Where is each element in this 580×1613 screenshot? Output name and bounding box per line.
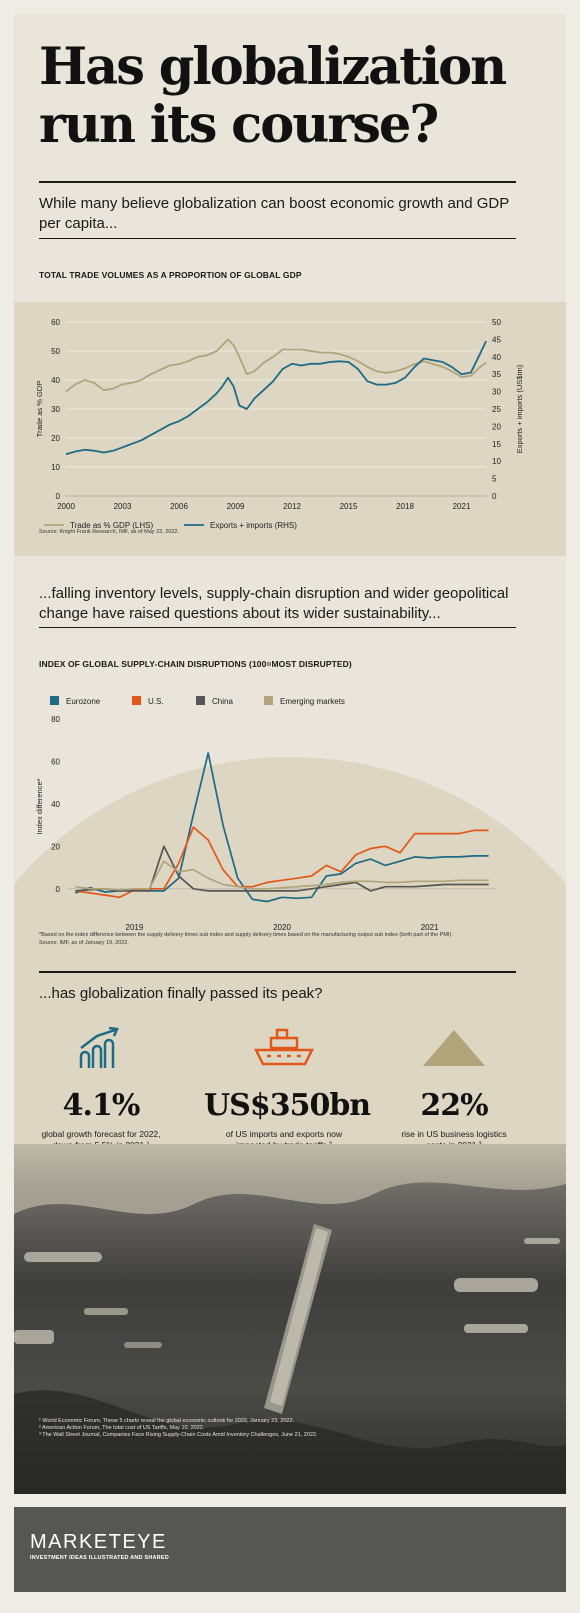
footnote: ³ The Wall Street Journal, Companies Fac… [39,1432,519,1439]
infographic-card: Has globalization run its course? While … [14,14,566,1494]
series-line-u-s- [75,827,488,897]
triangle-icon [421,1026,487,1070]
y-axis-label: Index difference* [35,778,44,834]
legend-label: U.S. [148,697,164,706]
aerial-ship-photo [14,1144,566,1494]
x-tick-label: 2021 [421,923,439,932]
stat-caption-line: of US imports and exports now [204,1129,364,1140]
stat-value: US$350bn [204,1088,364,1123]
divider [39,971,516,973]
chart2-footnote: *Based on the index difference between t… [39,932,453,938]
chart2-source: Source: IMF, as of January 19, 2022. [39,940,129,946]
stat-growth: 4.1% global growth forecast for 2022, do… [26,1026,176,1151]
legend-swatch [264,696,273,705]
legend-swatch [50,696,59,705]
supply-chain-text: ...falling inventory levels, supply-chai… [39,584,517,624]
stat-tariffs: US$350bn of US imports and exports now i… [204,1026,364,1151]
stat-caption-line: rise in US business logistics [379,1129,529,1140]
footer: MARKETEYE INVESTMENT IDEAS ILLUSTRATED A… [14,1507,566,1592]
legend-swatch [196,696,205,705]
logo-tagline: INVESTMENT IDEAS ILLUSTRATED AND SHARED [30,1555,169,1561]
y-tick-label: 0 [56,885,61,894]
stat-value: 22% [379,1088,529,1123]
y-tick-label: 80 [51,715,60,724]
legend-label: Emerging markets [280,697,345,706]
divider [39,627,516,628]
marketeye-logo: MARKETEYE [30,1531,167,1554]
legend-label: China [212,697,233,706]
footnotes: ¹ World Economic Forum, These 5 charts r… [39,1418,519,1439]
legend-swatch [132,696,141,705]
cargo-ship-icon [253,1026,315,1070]
y-tick-label: 40 [51,800,60,809]
x-tick-label: 2020 [273,923,291,932]
series-line-china [75,846,488,891]
stat-value: 4.1% [26,1088,176,1123]
stat-caption-line: global growth forecast for 2022, [26,1129,176,1140]
stat-logistics: 22% rise in US business logistics costs … [379,1026,529,1151]
growth-bar-chart-icon [77,1026,125,1070]
ship-illustration [14,1144,566,1494]
supply-chain-chart: 0 20 40 60 80 2019 2020 2021 Index difference* Eu… [14,674,566,934]
footnote: ¹ World Economic Forum, These 5 charts r… [39,1418,519,1425]
peak-question: ...has globalization finally passed its … [39,984,517,1004]
series-line-eurozone [75,753,488,902]
y-tick-label: 60 [51,757,60,766]
y-tick-label: 20 [51,842,60,851]
footnote: ² American Action Forum, The total cost … [39,1425,519,1432]
legend-label: Eurozone [66,697,101,706]
chart2-title: INDEX OF GLOBAL SUPPLY-CHAIN DISRUPTIONS… [39,659,352,669]
x-tick-label: 2019 [126,923,144,932]
